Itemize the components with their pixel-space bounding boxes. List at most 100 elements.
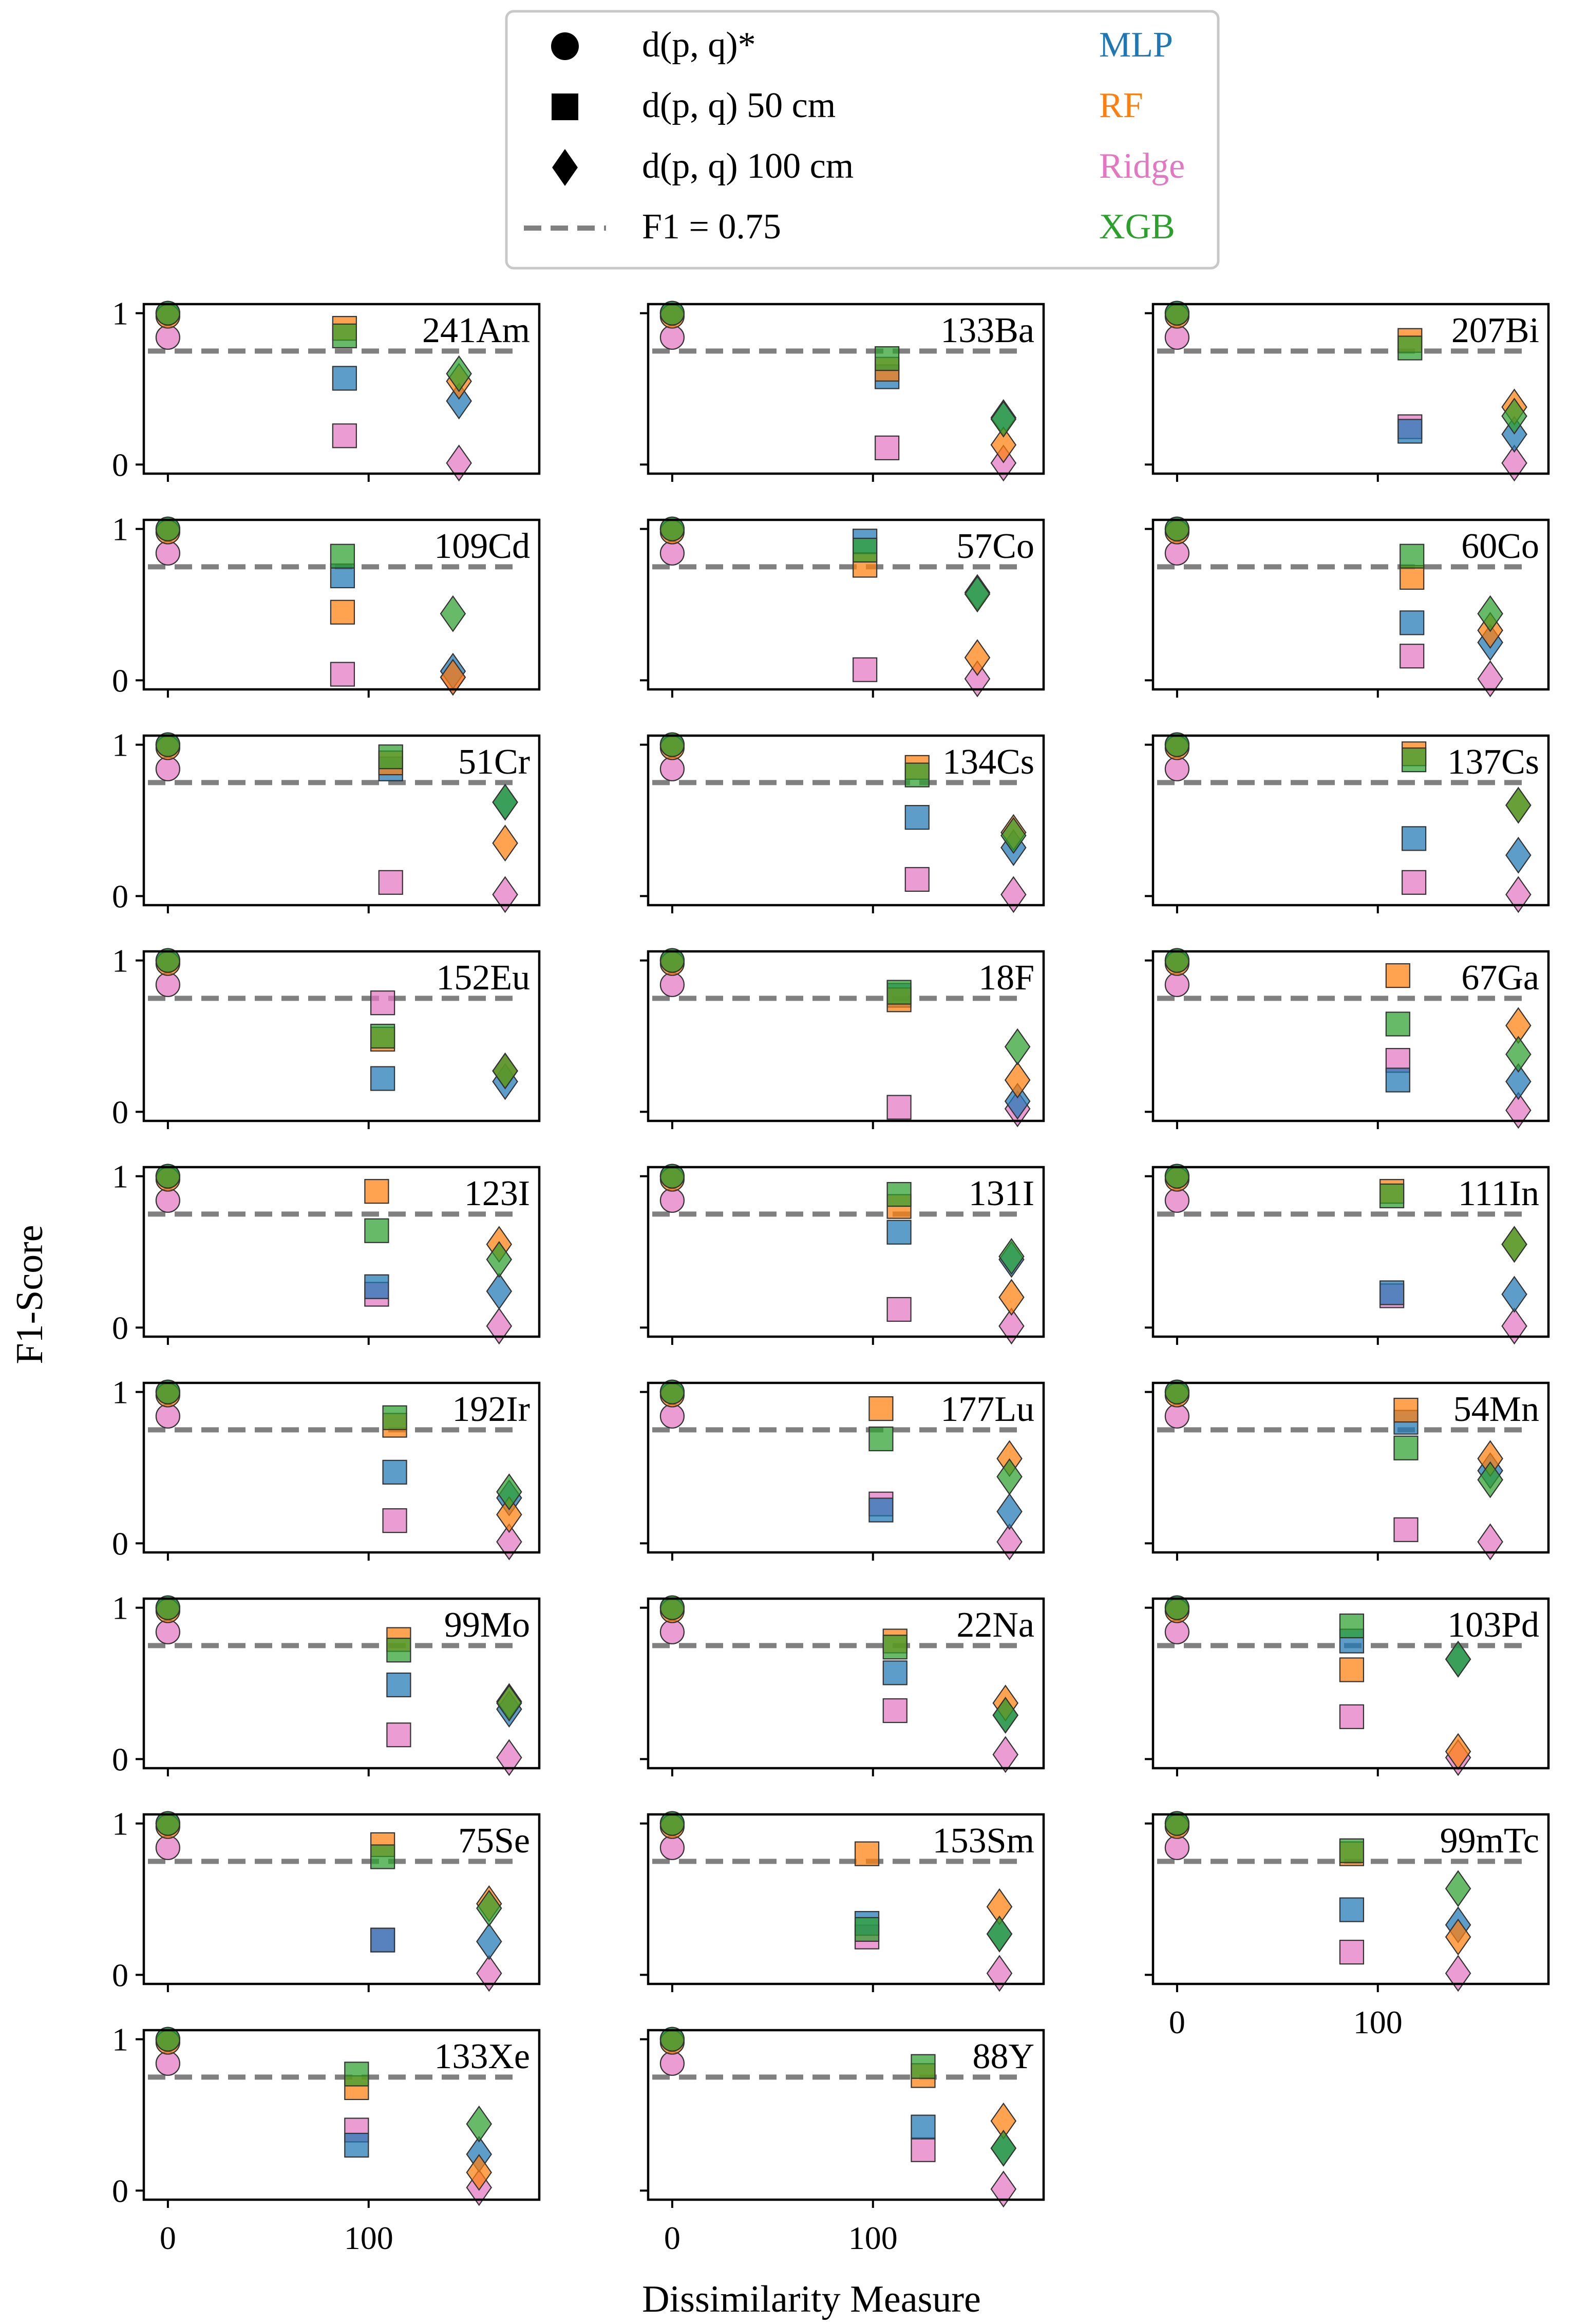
point-circle-xgb	[1164, 1811, 1190, 1836]
point-circle-xgb	[1164, 948, 1190, 973]
point-circle-ridge	[1164, 1835, 1190, 1860]
point-diamond-ridge	[992, 1736, 1019, 1773]
point-square-ridge	[382, 1508, 407, 1533]
y-tick-label: 0	[112, 1309, 128, 1346]
point-square-mlp	[904, 805, 930, 830]
point-diamond-ridge	[990, 2170, 1017, 2208]
panel-153sm: 153Sm	[640, 1811, 1045, 1992]
point-circle-ridge	[155, 540, 181, 566]
y-tick-label: 0	[112, 1741, 128, 1777]
panel-title: 54Mn	[1453, 1390, 1539, 1429]
panel-frame	[1151, 1166, 1550, 1338]
point-square-ridge	[332, 423, 357, 448]
panel-22na: 22Na	[640, 1595, 1045, 1776]
point-diamond-xgb	[1004, 1028, 1031, 1065]
point-circle-ridge	[659, 2051, 685, 2076]
panel-title: 88Y	[972, 2037, 1034, 2076]
point-diamond-rf	[466, 2154, 493, 2191]
point-circle-ridge	[659, 756, 685, 781]
legend-markers	[524, 32, 606, 231]
point-square-xgb	[386, 1638, 411, 1663]
point-circle-xgb	[155, 948, 181, 973]
point-diamond-xgb	[486, 1241, 513, 1278]
point-square-xgb	[344, 2061, 369, 2087]
y-tick-label: 1	[112, 943, 128, 979]
point-square-xgb	[382, 1405, 407, 1430]
point-square-mlp	[1400, 610, 1425, 635]
panel-60co: 60Co	[1145, 516, 1550, 698]
point-diamond-mlp	[1501, 1276, 1527, 1313]
point-square-rf	[1339, 1657, 1365, 1682]
point-diamond-xgb	[1505, 786, 1532, 824]
panel-111in: 111In	[1145, 1164, 1550, 1345]
point-diamond-xgb	[1000, 817, 1027, 854]
point-diamond-xgb	[446, 355, 472, 392]
y-tick-label: 1	[112, 511, 128, 548]
panel-title: 57Co	[956, 527, 1034, 566]
point-square-xgb	[1339, 1838, 1365, 1863]
point-square-xgb	[853, 537, 878, 563]
panel-title: 109Cd	[434, 527, 530, 566]
point-circle-xgb	[659, 1811, 685, 1836]
panel-57co: 57Co	[640, 516, 1045, 698]
panel-109cd: 109Cd 0 1	[112, 511, 541, 699]
point-diamond-ridge	[964, 660, 991, 698]
point-circle-xgb	[155, 516, 181, 541]
legend-label-50cm: d(p, q) 50 cm	[642, 86, 836, 125]
panel-frame	[142, 1813, 541, 1985]
point-diamond-ridge	[496, 1739, 522, 1776]
point-diamond-ridge	[446, 444, 472, 482]
y-tick-label: 1	[112, 727, 128, 763]
point-square-mlp	[868, 1497, 894, 1523]
panel-title: 51Cr	[458, 742, 530, 782]
point-diamond-ridge	[1501, 1307, 1527, 1345]
point-square-mlp	[882, 1660, 908, 1685]
point-diamond-ridge	[996, 1523, 1023, 1561]
panel-frame	[647, 518, 1045, 691]
point-diamond-xgb	[492, 1052, 518, 1090]
panel-frame	[1151, 1381, 1550, 1554]
panel-137cs: 137Cs	[1145, 732, 1550, 913]
point-diamond-rf	[990, 426, 1017, 463]
y-tick-label: 1	[112, 1806, 128, 1842]
point-diamond-mlp	[476, 1923, 502, 1960]
point-square-mlp	[1379, 1280, 1405, 1305]
legend-label-ridge: Ridge	[1099, 146, 1185, 186]
panel-54mn: 54Mn	[1145, 1379, 1550, 1561]
panel-frame	[647, 950, 1045, 1122]
point-square-mlp	[1402, 826, 1427, 851]
point-square-ridge	[1393, 1517, 1419, 1542]
panel-88y: 88Y 0 100	[640, 2027, 1045, 2256]
point-circle-ridge	[155, 1403, 181, 1429]
point-square-xgb	[370, 1023, 395, 1049]
point-diamond-xgb	[440, 595, 466, 632]
panel-frame	[1151, 1813, 1550, 1985]
point-diamond-xgb	[996, 1458, 1023, 1495]
point-diamond-ridge	[986, 1955, 1013, 1992]
y-tick-label: 0	[112, 446, 128, 483]
legend-label-star: d(p, q)*	[642, 25, 756, 65]
panel-frame	[142, 518, 541, 691]
point-diamond-ridge	[486, 1307, 513, 1345]
point-diamond-mlp	[486, 1272, 513, 1310]
point-diamond-xgb	[1501, 1226, 1527, 1263]
point-square-mlp	[382, 1459, 407, 1485]
point-diamond-ridge	[1501, 444, 1527, 482]
point-circle-xgb	[1164, 732, 1190, 757]
point-diamond-ridge	[1000, 876, 1027, 913]
panel-title: 99Mo	[444, 1605, 530, 1645]
panel-131i: 131I	[640, 1164, 1045, 1345]
panel-title: 207Bi	[1451, 311, 1539, 350]
point-circle-ridge	[659, 1835, 685, 1860]
point-diamond-rf	[440, 659, 466, 696]
panel-frame	[647, 1166, 1045, 1338]
panel-title: 18F	[978, 958, 1034, 998]
legend-label-threshold: F1 = 0.75	[642, 207, 781, 247]
point-circle-xgb	[1164, 1164, 1190, 1189]
point-circle-ridge	[659, 1619, 685, 1644]
x-tick-label: 0	[1169, 2004, 1185, 2040]
panel-title: 192Ir	[452, 1390, 530, 1429]
point-square-xgb	[1385, 1011, 1410, 1037]
legend-label-rf: RF	[1099, 86, 1143, 125]
